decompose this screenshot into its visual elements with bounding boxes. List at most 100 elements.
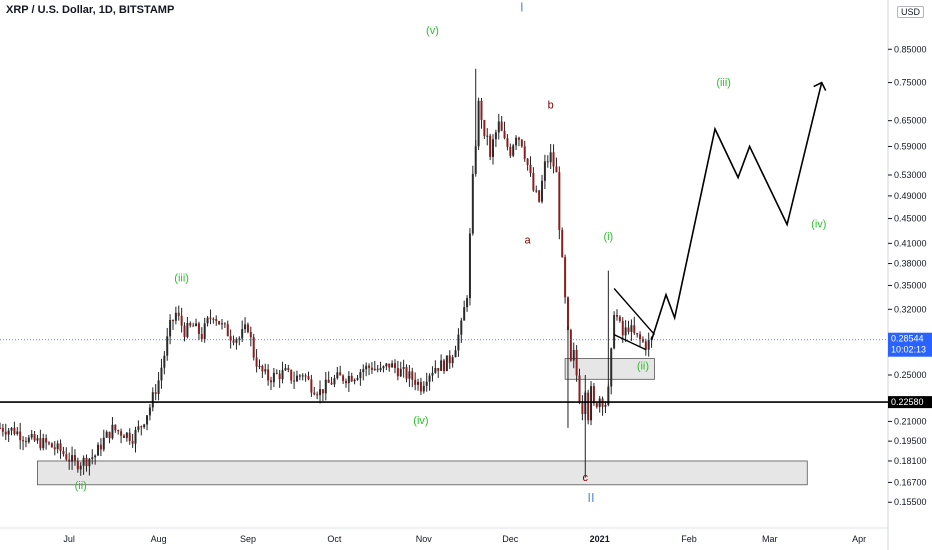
candle-body bbox=[102, 437, 105, 450]
y-tick-label: 0.21000 bbox=[894, 416, 927, 426]
candle-body bbox=[108, 431, 111, 439]
candle-body bbox=[595, 403, 598, 407]
candle-body bbox=[607, 386, 610, 405]
candle-body bbox=[445, 355, 448, 372]
countdown-label: 10:02:13 bbox=[891, 345, 926, 355]
candle-body bbox=[261, 365, 264, 372]
candle-body bbox=[543, 161, 546, 181]
candle-body bbox=[497, 121, 500, 133]
currency-badge[interactable]: USD bbox=[897, 6, 925, 18]
candle-body bbox=[523, 146, 526, 159]
y-tick-label: 0.65000 bbox=[894, 116, 927, 126]
candle-body bbox=[414, 379, 417, 385]
candle-body bbox=[396, 368, 399, 377]
candle-body bbox=[65, 454, 68, 460]
y-tick-label: 0.45000 bbox=[894, 214, 927, 224]
candle-body bbox=[59, 443, 62, 451]
candle-body bbox=[71, 455, 74, 462]
candle-body bbox=[10, 427, 13, 431]
wave-label: (iii) bbox=[716, 77, 731, 89]
candle-body bbox=[42, 438, 45, 449]
candle-body bbox=[195, 323, 198, 327]
candle-body bbox=[339, 372, 342, 376]
y-tick-label: 0.41000 bbox=[894, 238, 927, 248]
y-tick-label: 0.75000 bbox=[894, 78, 927, 88]
candle-body bbox=[515, 137, 518, 146]
candle-body bbox=[131, 440, 134, 444]
candle-body bbox=[431, 372, 434, 376]
candle-body bbox=[422, 385, 425, 392]
candle-body bbox=[618, 316, 621, 321]
candle-body bbox=[114, 424, 117, 431]
candle-body bbox=[258, 365, 261, 367]
candle-body bbox=[555, 166, 558, 173]
wave-label: I bbox=[520, 0, 524, 14]
candle-body bbox=[569, 329, 572, 361]
candle-body bbox=[486, 135, 489, 137]
candle-body bbox=[278, 373, 281, 380]
candle-body bbox=[633, 325, 636, 334]
candle-body bbox=[471, 173, 474, 234]
candle-body bbox=[405, 367, 408, 379]
x-tick-label: Apr bbox=[852, 534, 866, 544]
candle-body bbox=[82, 457, 85, 466]
candle-body bbox=[120, 431, 123, 436]
candle-body bbox=[333, 378, 336, 385]
candle-body bbox=[613, 315, 616, 349]
candle-body bbox=[489, 135, 492, 157]
candle-body bbox=[177, 312, 180, 316]
candle-body bbox=[480, 100, 483, 120]
candle-body bbox=[630, 325, 633, 332]
candle-body bbox=[122, 435, 125, 438]
candle-body bbox=[7, 430, 10, 435]
candle-body bbox=[500, 121, 503, 131]
candle-body bbox=[506, 138, 509, 147]
candle-body bbox=[541, 180, 544, 202]
candle-body bbox=[151, 392, 154, 408]
candle-body bbox=[604, 404, 607, 407]
candle-body bbox=[411, 371, 414, 380]
candle-body bbox=[1, 427, 4, 432]
y-tick-label: 0.53000 bbox=[894, 170, 927, 180]
candle-body bbox=[434, 368, 437, 373]
candle-body bbox=[53, 447, 56, 450]
candle-body bbox=[572, 349, 575, 361]
candle-body bbox=[157, 380, 160, 394]
candle-body bbox=[356, 378, 359, 380]
x-tick-label: 2021 bbox=[590, 534, 610, 544]
candle-body bbox=[419, 381, 422, 392]
candle-body bbox=[492, 139, 495, 157]
candle-body bbox=[437, 368, 440, 371]
candle-body bbox=[154, 392, 157, 394]
y-tick-label: 0.85000 bbox=[894, 44, 927, 54]
candle-body bbox=[73, 455, 76, 461]
support-price-tag bbox=[888, 396, 932, 409]
candle-body bbox=[287, 368, 290, 370]
candle-body bbox=[443, 360, 445, 372]
wave-label: (ii) bbox=[75, 480, 87, 492]
candle-body bbox=[4, 431, 7, 435]
x-tick-label: Nov bbox=[416, 534, 433, 544]
projection-path bbox=[650, 82, 823, 341]
candle-body bbox=[91, 457, 94, 459]
candle-body bbox=[590, 386, 593, 421]
candle-body bbox=[79, 465, 82, 470]
candle-body bbox=[218, 321, 221, 325]
y-tick-label: 0.19500 bbox=[894, 436, 927, 446]
wave-label: (v) bbox=[426, 25, 439, 37]
wave-label: (iii) bbox=[174, 273, 189, 285]
candle-body bbox=[615, 315, 618, 317]
candle-body bbox=[627, 327, 630, 332]
candle-body bbox=[370, 367, 373, 370]
candle-body bbox=[209, 317, 212, 319]
candle-body bbox=[22, 440, 25, 442]
candle-body bbox=[353, 379, 356, 382]
candle-body bbox=[183, 325, 186, 337]
x-tick-label: Dec bbox=[502, 534, 519, 544]
candle-body bbox=[128, 432, 131, 441]
candle-body bbox=[558, 172, 561, 230]
candle-body bbox=[281, 370, 284, 380]
candle-body bbox=[13, 427, 16, 434]
candle-body bbox=[566, 297, 569, 330]
